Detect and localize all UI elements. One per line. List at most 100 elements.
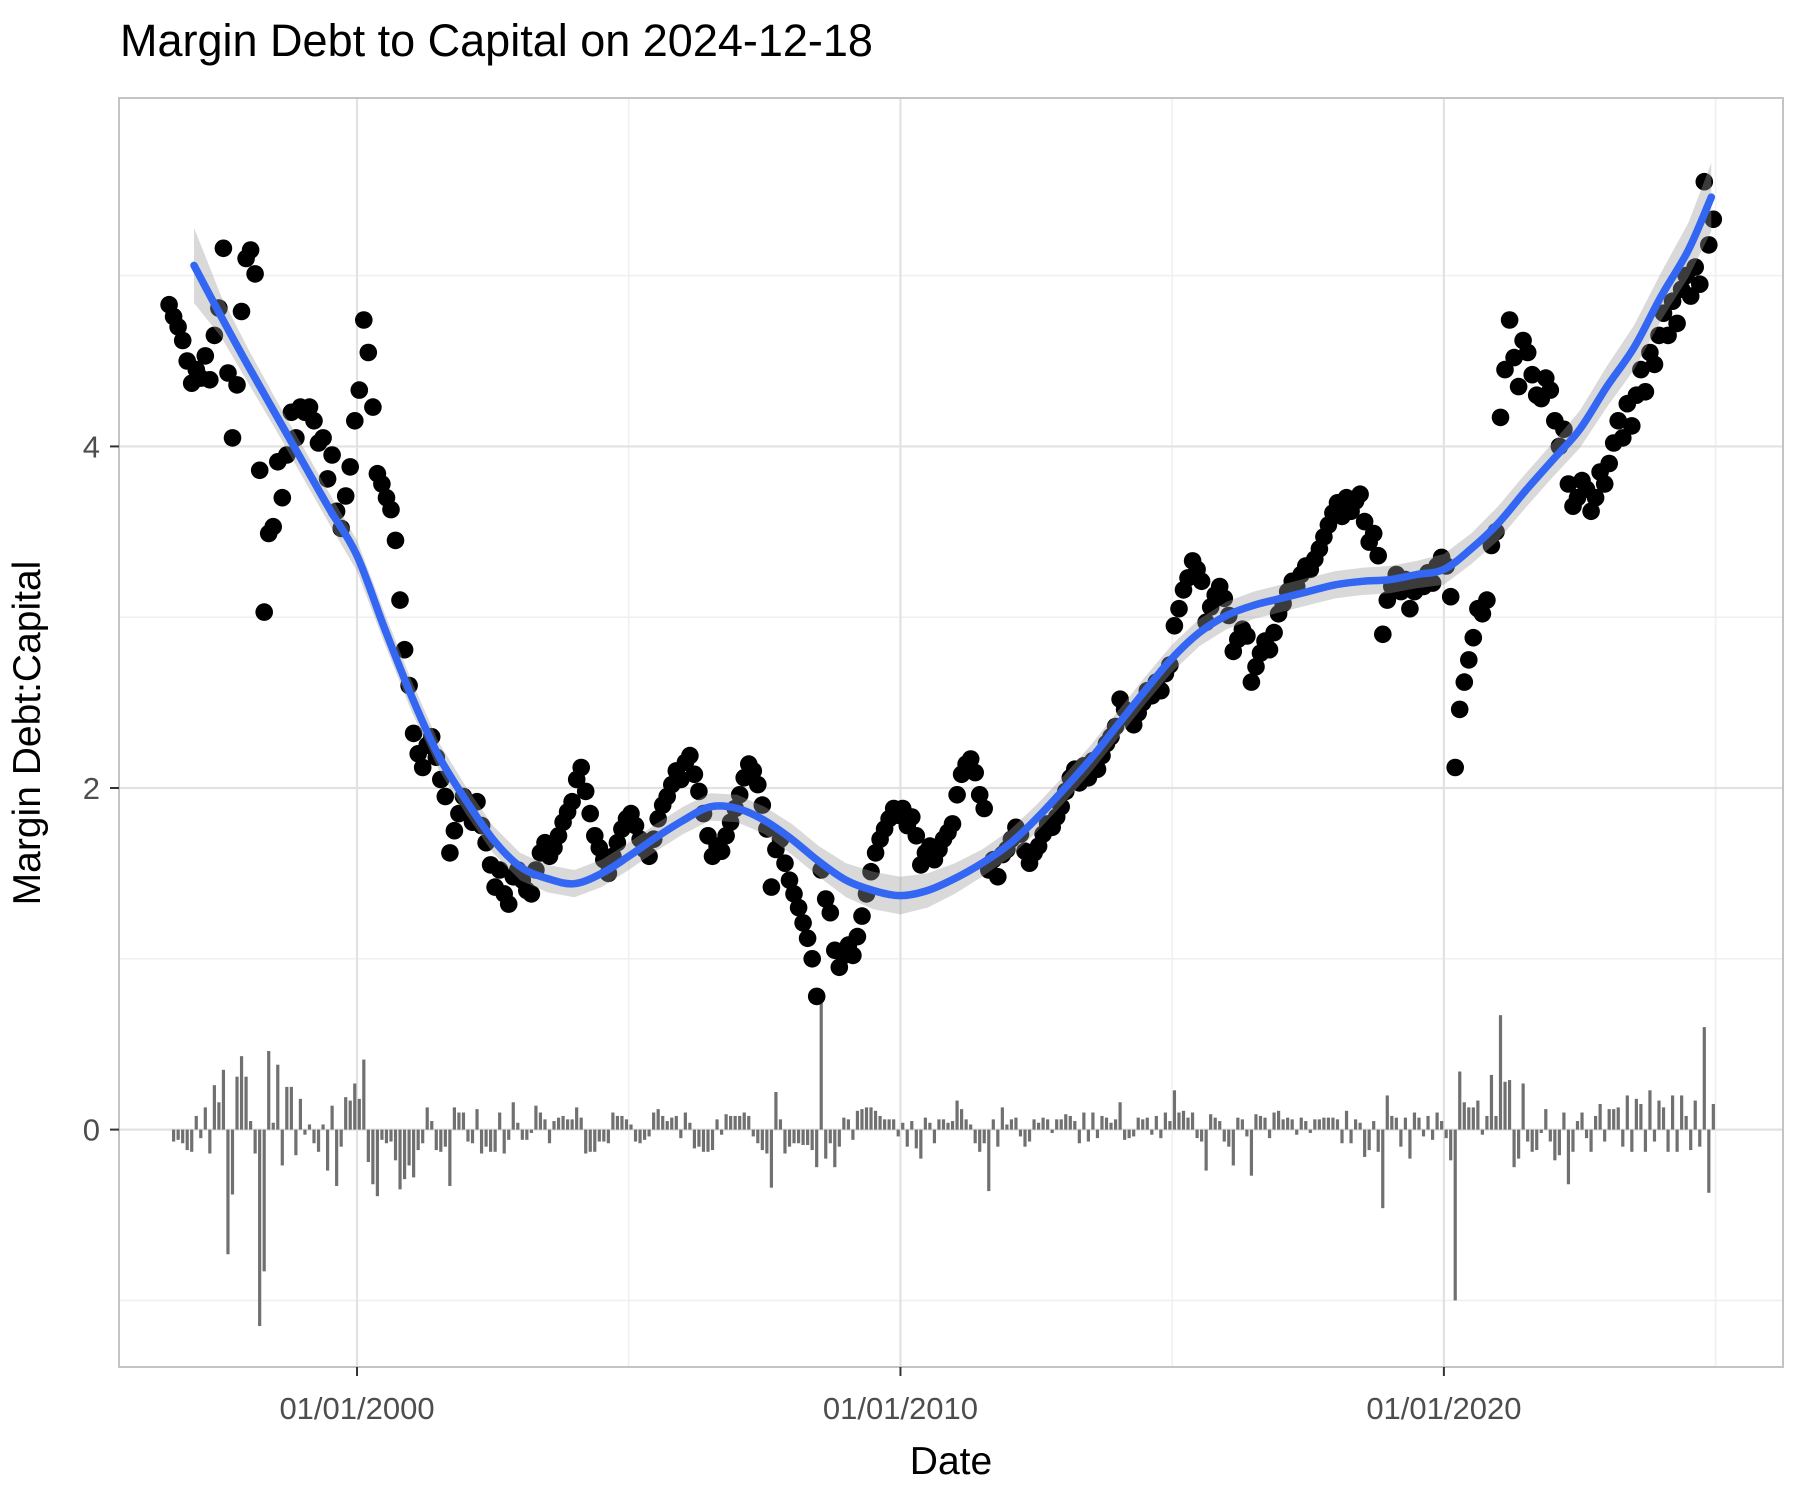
change-bar [294,1129,298,1156]
change-bars [172,1003,1715,1327]
change-bar [733,1115,737,1130]
change-bar [674,1115,678,1130]
change-bar [1557,1129,1561,1156]
data-point [386,531,405,550]
data-point [1473,605,1492,623]
change-bar [285,1086,289,1130]
change-bar [199,1129,203,1139]
change-bar [466,1129,470,1142]
change-bar [226,1129,230,1255]
change-bar [1263,1117,1267,1130]
data-point [305,412,323,430]
change-bar [253,1129,257,1154]
data-point [1509,377,1528,396]
change-bar [896,1129,900,1137]
change-bar [1299,1117,1303,1130]
data-point [576,782,595,801]
axis-ticks-and-labels: 0 2 4 01/01/2000 01/01/2010 01/01/2020 [83,429,1522,1426]
change-bar [1376,1129,1380,1152]
change-bar [955,1100,959,1130]
change-bar [1168,1121,1172,1130]
change-bar [864,1107,869,1130]
change-bar [941,1119,946,1130]
change-bar [765,1129,769,1154]
change-bar [701,1129,706,1152]
change-bar [348,1100,352,1130]
change-bar [1512,1129,1516,1168]
change-bar [1485,1115,1489,1130]
change-bar [457,1112,461,1130]
change-bar [692,1129,697,1149]
change-bar [1358,1122,1362,1130]
x-tick-label: 01/01/2010 [823,1391,978,1426]
change-bar [751,1129,755,1137]
data-point [844,946,862,965]
data-point [853,907,871,925]
data-point [250,461,269,480]
data-point [223,429,242,447]
data-point [341,458,360,476]
data-point [807,987,826,1006]
change-bar [289,1086,293,1130]
data-point [1632,360,1650,379]
change-bar [1145,1117,1149,1130]
change-bar [1458,1071,1462,1130]
y-axis-title: Margin Debt:Capital [6,561,49,906]
change-bar [611,1112,615,1130]
data-point [1238,627,1256,645]
change-bar [919,1129,923,1159]
x-axis-title: Date [910,1440,992,1483]
change-bar [1172,1090,1177,1130]
change-bar [181,1129,185,1144]
data-point [1446,758,1464,777]
change-bar [615,1115,620,1130]
change-bar [479,1129,484,1154]
data-point [1165,617,1184,635]
change-bar [1426,1115,1430,1130]
data-point [1654,304,1673,323]
data-point [359,343,378,362]
change-bar [959,1109,964,1130]
data-point [214,239,233,258]
data-point [1355,512,1374,531]
change-bar [448,1129,452,1186]
change-bar [996,1129,1000,1147]
change-bar [1150,1129,1154,1135]
data-point [785,885,803,903]
change-bar [1471,1107,1475,1130]
change-bar [602,1129,606,1142]
data-point [1242,673,1261,691]
change-bar [1154,1115,1158,1130]
data-point [712,842,731,860]
change-bar [647,1129,651,1137]
data-point [848,927,867,946]
data-point [1586,488,1605,507]
change-bar [806,1129,810,1145]
change-bar [498,1112,502,1130]
change-bar [375,1129,380,1197]
change-bar [892,1119,896,1130]
change-bar [1322,1117,1326,1130]
change-bar [855,1110,860,1130]
change-bar [325,1129,330,1171]
data-point [1482,536,1501,555]
data-point [1374,625,1392,644]
data-point [744,762,763,780]
data-point [1681,287,1700,305]
data-point [1364,524,1383,543]
change-bar [1095,1129,1100,1139]
change-bar [1023,1129,1027,1147]
change-bar [1467,1107,1471,1130]
data-point [789,898,808,917]
data-point [1088,760,1107,778]
change-bar [787,1129,792,1147]
change-bar [239,1056,244,1130]
change-bar [1046,1119,1050,1130]
change-bar [443,1129,447,1147]
change-bar [964,1119,968,1130]
change-bar [307,1124,312,1130]
loess-smooth-line [190,193,1716,900]
y-tick-label: 0 [83,1113,100,1148]
change-bar [1435,1112,1439,1130]
change-bar [1657,1100,1661,1130]
